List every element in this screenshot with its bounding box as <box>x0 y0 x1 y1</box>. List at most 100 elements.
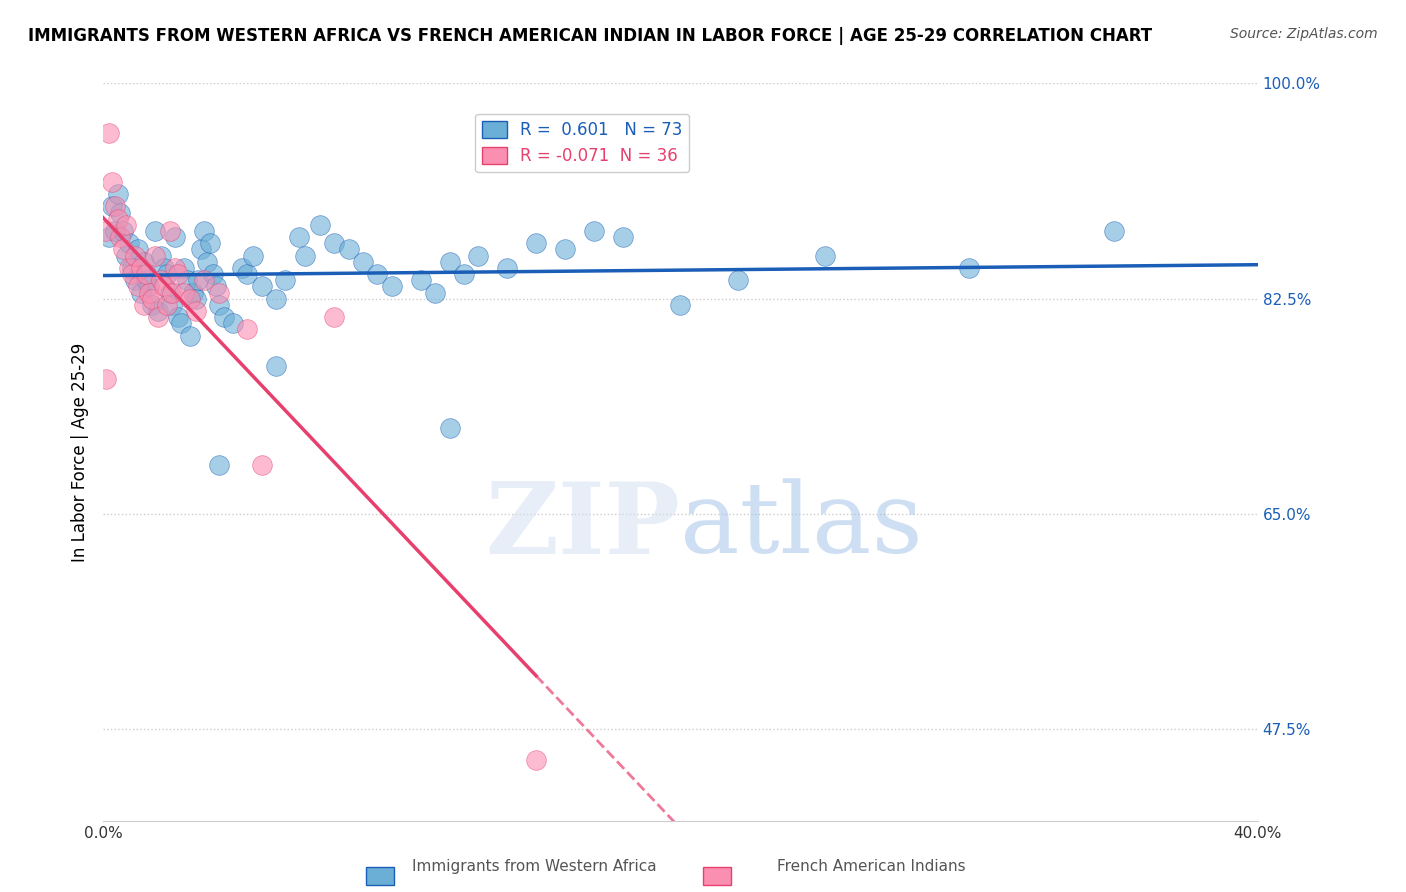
Point <box>165 230 187 244</box>
Point <box>115 218 138 232</box>
Point <box>110 230 132 244</box>
Point <box>266 292 288 306</box>
Point <box>957 260 980 275</box>
Point <box>173 260 195 275</box>
Point <box>110 205 132 219</box>
Point <box>453 267 475 281</box>
Point <box>727 273 749 287</box>
Point <box>101 175 124 189</box>
Point <box>146 304 169 318</box>
Point <box>195 254 218 268</box>
Point <box>467 249 489 263</box>
Text: atlas: atlas <box>681 478 924 574</box>
Point <box>97 230 120 244</box>
Point <box>207 285 229 300</box>
Point <box>179 328 201 343</box>
Point <box>288 230 311 244</box>
Point <box>187 273 209 287</box>
Point <box>250 279 273 293</box>
Point <box>423 285 446 300</box>
Text: Source: ZipAtlas.com: Source: ZipAtlas.com <box>1230 27 1378 41</box>
Point <box>236 267 259 281</box>
Point <box>198 236 221 251</box>
Point <box>97 126 120 140</box>
Point <box>184 292 207 306</box>
Point <box>138 279 160 293</box>
Point <box>127 243 149 257</box>
Point <box>381 279 404 293</box>
Point <box>162 285 184 300</box>
Point <box>181 285 204 300</box>
Point <box>439 254 461 268</box>
Point <box>266 359 288 374</box>
Point <box>1102 224 1125 238</box>
Point <box>121 260 143 275</box>
Legend: R =  0.601   N = 73, R = -0.071  N = 36: R = 0.601 N = 73, R = -0.071 N = 36 <box>475 114 689 172</box>
Point <box>409 273 432 287</box>
Point <box>112 224 135 238</box>
Point <box>159 285 181 300</box>
Point <box>159 224 181 238</box>
Point <box>294 249 316 263</box>
Point <box>101 199 124 213</box>
Point <box>146 310 169 325</box>
Point <box>149 273 172 287</box>
Point <box>207 298 229 312</box>
Point <box>337 243 360 257</box>
Point <box>184 304 207 318</box>
Point <box>170 316 193 330</box>
Point <box>207 458 229 472</box>
Point <box>524 236 547 251</box>
Text: French American Indians: French American Indians <box>778 859 966 874</box>
Point <box>814 249 837 263</box>
Point <box>143 224 166 238</box>
Point <box>104 224 127 238</box>
Point <box>250 458 273 472</box>
Point <box>141 292 163 306</box>
Y-axis label: In Labor Force | Age 25-29: In Labor Force | Age 25-29 <box>72 343 89 562</box>
Point <box>127 279 149 293</box>
Point <box>149 249 172 263</box>
Point <box>612 230 634 244</box>
Point <box>323 310 346 325</box>
Point <box>118 236 141 251</box>
Text: ZIP: ZIP <box>485 478 681 574</box>
Point <box>323 236 346 251</box>
Point <box>156 298 179 312</box>
Point <box>129 260 152 275</box>
Point <box>152 279 174 293</box>
Point <box>167 267 190 281</box>
Point <box>165 260 187 275</box>
Point <box>582 224 605 238</box>
Point <box>167 310 190 325</box>
Point <box>135 273 157 287</box>
Point <box>129 285 152 300</box>
Point <box>107 187 129 202</box>
Point <box>132 254 155 268</box>
Point <box>162 298 184 312</box>
Point <box>204 279 226 293</box>
Point <box>152 260 174 275</box>
Point <box>554 243 576 257</box>
Point <box>143 249 166 263</box>
Point <box>201 267 224 281</box>
Point <box>179 292 201 306</box>
Point <box>308 218 330 232</box>
Point <box>214 310 236 325</box>
Point <box>190 243 212 257</box>
Point <box>352 254 374 268</box>
Point <box>524 753 547 767</box>
Point <box>193 273 215 287</box>
Point <box>124 273 146 287</box>
Point <box>112 243 135 257</box>
Point <box>141 298 163 312</box>
Point <box>124 249 146 263</box>
Point <box>94 371 117 385</box>
Point <box>193 224 215 238</box>
Point <box>104 199 127 213</box>
Point <box>156 267 179 281</box>
Point <box>121 267 143 281</box>
Point <box>132 298 155 312</box>
Text: Immigrants from Western Africa: Immigrants from Western Africa <box>412 859 657 874</box>
Point <box>366 267 388 281</box>
